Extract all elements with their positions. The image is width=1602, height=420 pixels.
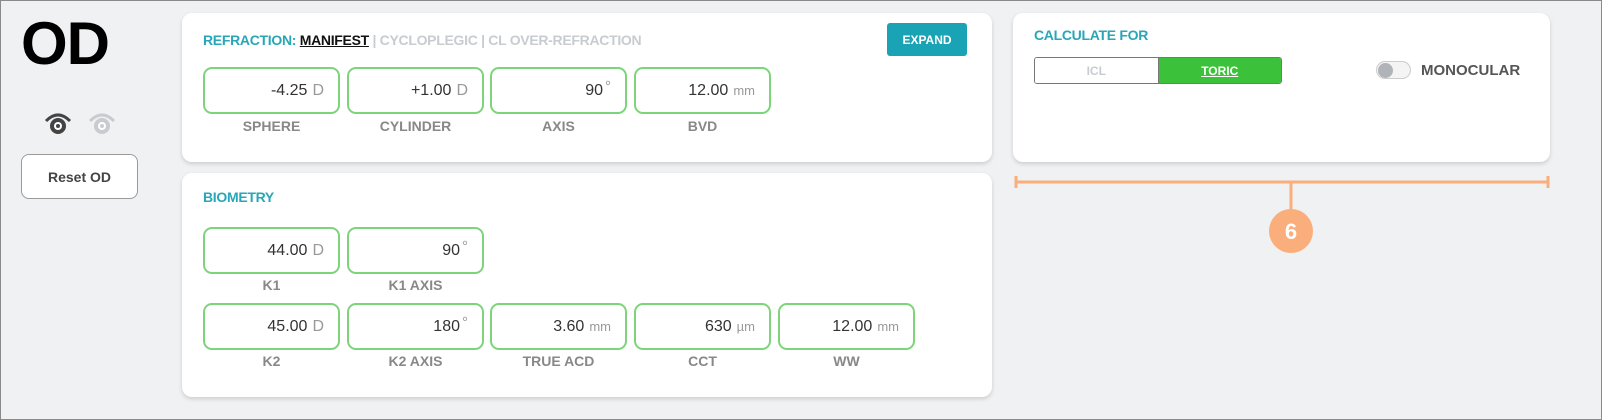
field-label: AXIS — [542, 118, 575, 134]
field-sphere[interactable]: -4.25 D — [203, 67, 340, 114]
refraction-title: REFRACTION: MANIFEST | CYCLOPLEGIC | CL … — [203, 32, 642, 48]
field-true-acd[interactable]: 3.60 mm — [490, 303, 627, 350]
field-unit: D — [312, 81, 324, 99]
field-unit: D — [456, 81, 468, 99]
field-bvd[interactable]: 12.00 mm — [634, 67, 771, 114]
field-value: 90 — [585, 81, 603, 99]
field-value: +1.00 — [410, 81, 452, 99]
field-label: K1 — [262, 277, 281, 293]
field-value: 90 — [442, 241, 460, 259]
option-icl[interactable]: ICL — [1035, 58, 1159, 83]
option-toric[interactable]: TORIC — [1158, 58, 1281, 83]
field-axis[interactable]: 90 ° — [490, 67, 627, 114]
field-label: TRUE ACD — [522, 353, 595, 369]
calculate-title: CALCULATE FOR — [1034, 27, 1149, 43]
field-unit: D — [312, 317, 324, 335]
field-label: K2 — [262, 353, 281, 369]
field-value: 3.60 — [553, 317, 585, 335]
field-k1[interactable]: 44.00 D — [203, 227, 340, 274]
field-unit: ° — [462, 238, 468, 255]
field-unit: mm — [589, 319, 611, 334]
field-label: CCT — [688, 353, 717, 369]
tab-manifest[interactable]: MANIFEST — [299, 32, 369, 48]
refraction-label: REFRACTION: — [203, 32, 300, 48]
monocular-toggle[interactable] — [1376, 61, 1411, 79]
field-label: WW — [833, 353, 860, 369]
field-value: 44.00 — [267, 241, 308, 259]
field-label: SPHERE — [242, 118, 301, 134]
field-unit: D — [312, 241, 324, 259]
field-value: 45.00 — [267, 317, 308, 335]
field-k1-axis[interactable]: 90 ° — [347, 227, 484, 274]
biometry-card: BIOMETRY 44.00 D K1 90 ° K1 AXIS 45.00 D K2 180 ° K… — [182, 173, 992, 397]
field-value: 12.00 — [832, 317, 873, 335]
calculate-segmented-control: ICL TORIC — [1034, 57, 1282, 84]
field-unit: ° — [605, 78, 611, 95]
eye-active-icon[interactable] — [43, 109, 73, 135]
field-unit: mm — [733, 83, 755, 98]
field-unit: ° — [462, 314, 468, 331]
field-unit: µm — [736, 319, 755, 334]
field-cct[interactable]: 630 µm — [634, 303, 771, 350]
field-value: 180 — [433, 317, 460, 335]
field-ww[interactable]: 12.00 mm — [778, 303, 915, 350]
field-label: BVD — [687, 118, 718, 134]
eye-inactive-icon[interactable] — [87, 109, 117, 135]
field-label: CYLINDER — [379, 118, 452, 134]
biometry-title: BIOMETRY — [203, 189, 274, 205]
field-value: 12.00 — [688, 81, 729, 99]
annotation-bracket: 6 — [1014, 176, 1550, 253]
field-value: 630 — [704, 317, 732, 335]
field-label: K1 AXIS — [388, 277, 443, 293]
tab-other-refractions[interactable]: | CYCLOPLEGIC | CL OVER-REFRACTION — [368, 32, 642, 48]
field-value: -4.25 — [270, 81, 308, 99]
expand-button[interactable]: EXPAND — [887, 23, 967, 56]
eye-side-title: OD — [21, 10, 110, 77]
field-k2-axis[interactable]: 180 ° — [347, 303, 484, 350]
monocular-label: MONOCULAR — [1421, 62, 1521, 79]
field-label: K2 AXIS — [388, 353, 443, 369]
field-unit: mm — [877, 319, 899, 334]
annotation-number: 6 — [1285, 219, 1297, 244]
field-k2[interactable]: 45.00 D — [203, 303, 340, 350]
field-cylinder[interactable]: +1.00 D — [347, 67, 484, 114]
calculate-card: CALCULATE FOR ICL TORIC MONOCULAR — [1013, 13, 1550, 162]
refraction-card: REFRACTION: MANIFEST | CYCLOPLEGIC | CL … — [182, 13, 992, 162]
reset-od-button[interactable]: Reset OD — [21, 154, 138, 199]
